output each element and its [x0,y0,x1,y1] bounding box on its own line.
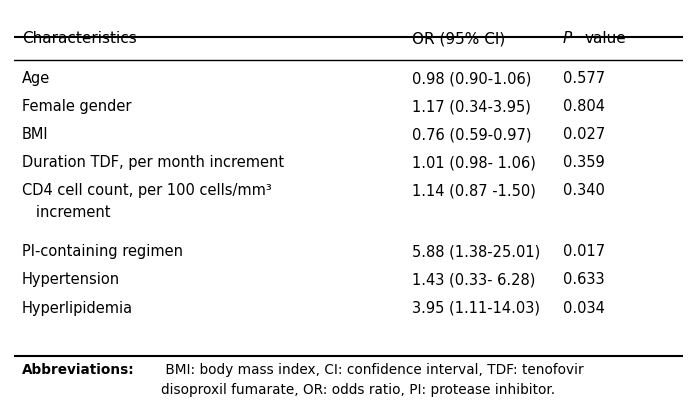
Text: 0.340: 0.340 [562,184,604,198]
Text: 0.633: 0.633 [562,272,604,287]
Text: PI-containing regimen: PI-containing regimen [22,244,183,259]
Text: 1.17 (0.34-3.95): 1.17 (0.34-3.95) [412,99,531,114]
Text: 1.14 (0.87 -1.50): 1.14 (0.87 -1.50) [412,184,536,198]
Text: value: value [585,31,627,46]
Text: Characteristics: Characteristics [22,31,137,46]
Text: P: P [562,31,572,46]
Text: increment: increment [22,205,110,220]
Text: 0.017: 0.017 [562,244,605,259]
Text: 0.98 (0.90-1.06): 0.98 (0.90-1.06) [412,71,531,86]
Text: 0.804: 0.804 [562,99,604,114]
Text: CD4 cell count, per 100 cells/mm³: CD4 cell count, per 100 cells/mm³ [22,184,272,198]
Text: 5.88 (1.38-25.01): 5.88 (1.38-25.01) [412,244,540,259]
Text: 0.027: 0.027 [562,128,605,142]
Text: 0.76 (0.59-0.97): 0.76 (0.59-0.97) [412,128,532,142]
Text: 1.01 (0.98- 1.06): 1.01 (0.98- 1.06) [412,156,536,170]
Text: 0.359: 0.359 [562,156,604,170]
Text: 1.43 (0.33- 6.28): 1.43 (0.33- 6.28) [412,272,535,287]
Text: 0.577: 0.577 [562,71,605,86]
Text: Abbreviations:: Abbreviations: [22,363,135,377]
Text: Hyperlipidemia: Hyperlipidemia [22,301,133,316]
Text: 3.95 (1.11-14.03): 3.95 (1.11-14.03) [412,301,540,316]
Text: Duration TDF, per month increment: Duration TDF, per month increment [22,156,284,170]
Text: BMI: body mass index, CI: confidence interval, TDF: tenofovir
disoproxil fumarat: BMI: body mass index, CI: confidence int… [162,363,584,397]
Text: Hypertension: Hypertension [22,272,120,287]
Text: OR (95% CI): OR (95% CI) [412,31,505,46]
Text: Age: Age [22,71,50,86]
Text: BMI: BMI [22,128,49,142]
Text: 0.034: 0.034 [562,301,604,316]
Text: Female gender: Female gender [22,99,132,114]
